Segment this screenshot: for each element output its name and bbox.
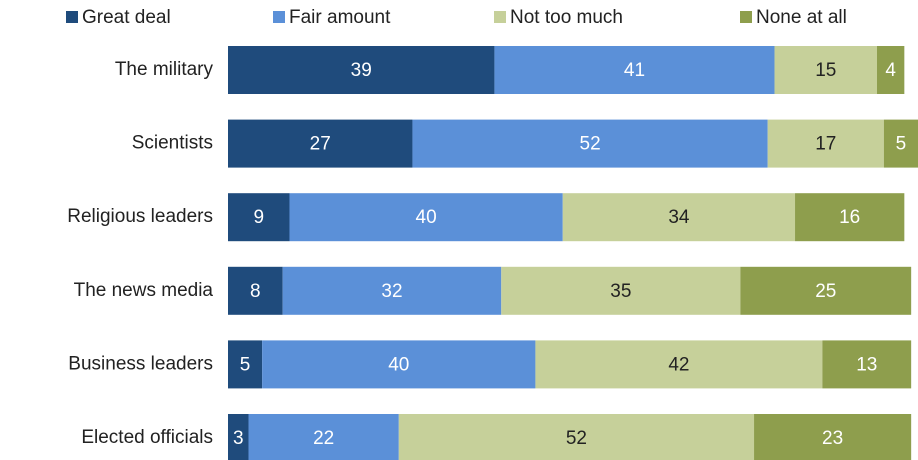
value-label: 5: [240, 354, 251, 375]
value-label: 25: [815, 281, 836, 302]
category-label: The news media: [74, 280, 214, 301]
legend-swatch: [494, 11, 506, 23]
bar-segment: [228, 193, 290, 242]
value-label: 52: [580, 134, 601, 155]
bar-segment: [228, 414, 249, 460]
bar-segment: [282, 266, 502, 315]
value-label: 40: [416, 207, 437, 228]
legend-swatch: [66, 11, 78, 23]
category-label: Religious leaders: [67, 206, 213, 227]
bar-segment: [877, 46, 905, 94]
bar-segment: [795, 193, 905, 242]
bar-segment: [535, 340, 823, 389]
legend-label: Not too much: [510, 7, 623, 28]
legend-swatch: [273, 11, 285, 23]
bar-segment: [767, 119, 884, 168]
legend-label: Great deal: [82, 7, 171, 28]
value-label: 42: [668, 354, 689, 375]
value-label: 8: [250, 281, 261, 302]
value-label: 13: [856, 354, 877, 375]
category-label: Scientists: [132, 133, 213, 154]
value-label: 52: [566, 428, 587, 449]
value-label: 16: [839, 207, 860, 228]
bar-segment: [262, 340, 536, 389]
value-label: 17: [815, 134, 836, 155]
value-label: 32: [381, 281, 402, 302]
value-label: 9: [253, 207, 264, 228]
category-label: Elected officials: [81, 427, 213, 448]
category-label: Business leaders: [68, 353, 213, 374]
category-label: The military: [115, 59, 214, 80]
legend-label: Fair amount: [289, 7, 391, 28]
bar-segment: [740, 266, 912, 315]
value-label: 41: [624, 60, 645, 81]
value-label: 34: [668, 207, 690, 228]
bar-segment: [228, 46, 495, 94]
bar-segment: [562, 193, 796, 242]
value-label: 35: [610, 281, 631, 302]
bar-segment: [228, 266, 283, 315]
bar-segment: [398, 414, 755, 460]
bar-segment: [883, 119, 918, 168]
bar-segment: [228, 340, 263, 389]
bar-segment: [412, 119, 768, 168]
bar-segment: [501, 266, 741, 315]
value-label: 23: [822, 428, 843, 449]
value-label: 39: [351, 60, 372, 81]
value-label: 4: [885, 60, 896, 81]
bar-segment: [754, 414, 912, 460]
value-label: 27: [310, 134, 331, 155]
value-label: 15: [815, 60, 836, 81]
legend-swatch: [740, 11, 752, 23]
value-label: 22: [313, 428, 334, 449]
value-label: 3: [233, 428, 244, 449]
bar-segment: [289, 193, 563, 242]
bar-segment: [494, 46, 775, 94]
bar-segment: [774, 46, 878, 94]
legend-label: None at all: [756, 7, 847, 28]
bar-segment: [248, 414, 399, 460]
bar-segment: [822, 340, 912, 389]
value-label: 40: [388, 354, 409, 375]
value-label: 5: [896, 134, 907, 155]
bar-segment: [228, 119, 413, 168]
